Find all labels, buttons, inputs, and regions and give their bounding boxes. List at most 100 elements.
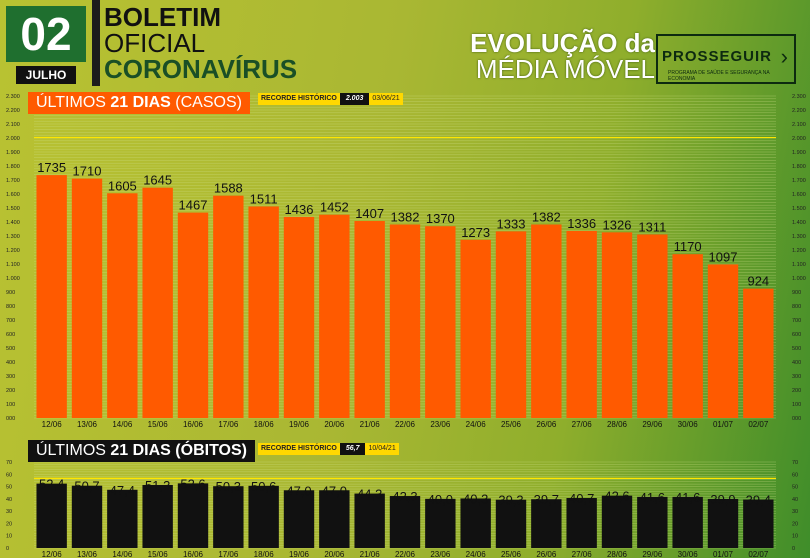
y-tick-label-right: 40: [792, 497, 798, 503]
y-tick-label-right: 900: [792, 290, 801, 296]
bar: [177, 212, 209, 418]
y-tick-label-left: 60: [6, 472, 12, 478]
y-tick-label-left: 1.300: [6, 234, 20, 240]
bar: [283, 216, 315, 418]
bar: [637, 234, 668, 418]
data-label: 1311: [638, 219, 666, 234]
y-tick-label-right: 1.600: [792, 192, 806, 198]
evolution-title: EVOLUÇÃO da MÉDIA MÓVEL: [455, 30, 655, 82]
bar: [566, 497, 597, 548]
x-tick-label: 14/06: [112, 420, 133, 429]
bar: [637, 496, 668, 548]
logo-subtitle: PROGRAMA DE SAÚDE E SEGURANÇA NA ECONOMI…: [668, 70, 770, 82]
x-tick-label: 16/06: [183, 420, 204, 429]
deaths-title-pre: ÚLTIMOS: [36, 442, 111, 459]
x-tick-label: 02/07: [748, 420, 769, 429]
bar: [707, 264, 739, 418]
cases-title-post: (CASOS): [170, 94, 242, 111]
data-label: 41,6: [640, 490, 665, 505]
bar: [71, 178, 103, 418]
data-label: 52,4: [39, 477, 64, 492]
x-tick-label: 26/06: [536, 550, 557, 558]
deaths-record-label: RECORDE HISTÓRICO: [258, 443, 340, 455]
bar: [743, 288, 774, 418]
bar: [531, 224, 562, 418]
y-tick-label-left: 200: [6, 388, 15, 394]
x-tick-label: 26/06: [536, 420, 557, 429]
data-label: 44,3: [357, 487, 382, 502]
cases-record: RECORDE HISTÓRICO 2.003 03/06/21: [258, 93, 403, 105]
data-label: 1382: [532, 210, 561, 225]
y-tick-label-left: 600: [6, 332, 15, 338]
y-tick-label-right: 2.000: [792, 136, 806, 142]
cases-record-label: RECORDE HISTÓRICO: [258, 93, 340, 105]
deaths-title: ÚLTIMOS 21 DIAS (ÓBITOS): [28, 440, 255, 462]
bar: [389, 224, 421, 418]
x-tick-label: 20/06: [324, 420, 345, 429]
data-label: 1645: [143, 173, 172, 188]
bar: [601, 232, 633, 418]
x-tick-label: 02/07: [748, 550, 769, 558]
data-label: 924: [747, 274, 769, 289]
bar: [107, 489, 138, 548]
y-tick-label-right: 1.500: [792, 206, 806, 212]
deaths-record: RECORDE HISTÓRICO 56,7 10/04/21: [258, 443, 399, 455]
y-tick-label-left: 30: [6, 509, 12, 515]
deaths-title-bold: 21 DIAS (ÓBITOS): [110, 442, 247, 459]
y-tick-label-left: 0: [6, 546, 9, 552]
bar: [460, 498, 491, 548]
data-label: 39,3: [498, 493, 523, 508]
y-tick-label-left: 1.200: [6, 248, 20, 254]
data-label: 1605: [108, 178, 137, 193]
bulletin-line-2: OFICIAL: [104, 28, 206, 58]
evolution-line-2: MÉDIA MÓVEL: [475, 54, 655, 84]
bulletin-line-1: BOLETIM: [104, 2, 221, 32]
data-label: 39,9: [710, 492, 735, 507]
data-label: 1333: [497, 216, 526, 231]
y-tick-label-right: 1.100: [792, 262, 806, 268]
bar: [36, 483, 67, 548]
x-tick-label: 28/06: [607, 550, 628, 558]
cases-record-date: 03/06/21: [369, 93, 403, 105]
divider: [92, 0, 100, 86]
x-tick-label: 29/06: [642, 550, 663, 558]
data-label: 47,4: [110, 483, 135, 498]
x-tick-label: 17/06: [218, 420, 239, 429]
y-tick-label-left: 2.300: [6, 94, 20, 100]
y-tick-label-right: 500: [792, 346, 801, 352]
bar: [142, 484, 173, 548]
y-tick-label-right: 200: [792, 388, 801, 394]
data-label: 40,7: [569, 491, 594, 506]
x-tick-label: 25/06: [501, 420, 522, 429]
y-tick-label-left: 1.500: [6, 206, 20, 212]
x-tick-label: 01/07: [713, 550, 734, 558]
chevron-right-icon: ›: [780, 44, 788, 69]
y-tick-label-right: 1.400: [792, 220, 806, 226]
y-tick-label-right: 2.100: [792, 122, 806, 128]
data-label: 52,6: [180, 476, 205, 491]
x-tick-label: 13/06: [77, 420, 98, 429]
y-tick-label-right: 50: [792, 485, 798, 491]
month-label: JULHO: [16, 66, 76, 84]
y-tick-label-left: 500: [6, 346, 15, 352]
bar: [283, 490, 315, 548]
y-tick-label-right: 20: [792, 521, 798, 527]
y-tick-label-left: 1.100: [6, 262, 20, 268]
y-tick-label-right: 000: [792, 416, 801, 422]
y-tick-label-left: 1.900: [6, 150, 20, 156]
bar: [177, 483, 209, 548]
y-tick-label-right: 1.800: [792, 164, 806, 170]
data-label: 1511: [250, 191, 278, 206]
y-tick-label-right: 2.200: [792, 108, 806, 114]
y-tick-label-left: 1.400: [6, 220, 20, 226]
x-tick-label: 01/07: [713, 420, 734, 429]
data-label: 1407: [355, 206, 384, 221]
data-label: 47,0: [286, 483, 311, 498]
bar: [601, 495, 633, 548]
x-tick-label: 18/06: [254, 420, 275, 429]
x-tick-label: 12/06: [42, 550, 63, 558]
y-tick-label-right: 30: [792, 509, 798, 515]
data-label: 41,6: [675, 490, 700, 505]
y-tick-label-right: 60: [792, 472, 798, 478]
y-tick-label-left: 10: [6, 534, 12, 540]
